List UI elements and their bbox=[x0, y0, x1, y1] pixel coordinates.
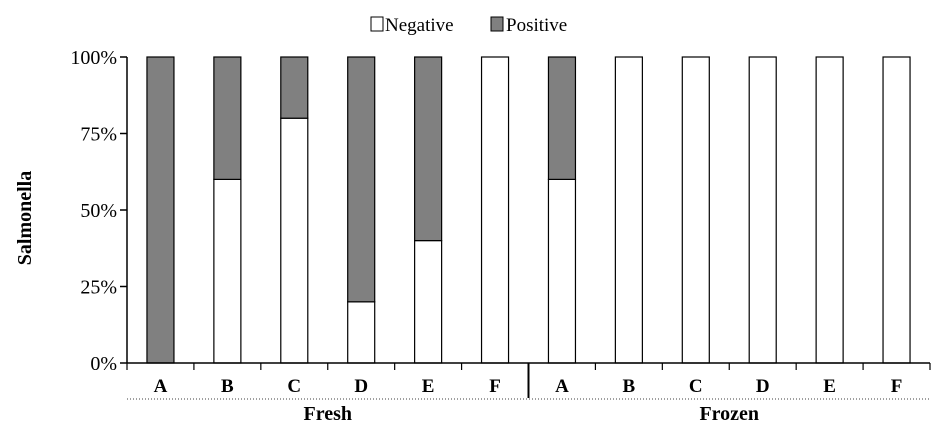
bar-segment-positive bbox=[146, 56, 175, 364]
axes bbox=[126, 57, 931, 400]
legend-swatch-positive bbox=[490, 16, 504, 32]
bar-segment-positive bbox=[280, 56, 309, 119]
bar-segment-positive bbox=[213, 56, 242, 181]
y-tick-label: 0% bbox=[90, 353, 117, 375]
bar-segment-negative bbox=[748, 56, 777, 364]
bar-segment-negative bbox=[614, 56, 643, 364]
x-category-label: E bbox=[823, 376, 836, 397]
y-axis-ticks: 0% 25% 50% 75% 100% bbox=[70, 47, 127, 375]
legend-swatch-negative bbox=[370, 16, 384, 32]
x-category-label: E bbox=[422, 376, 435, 397]
x-category-label: C bbox=[689, 376, 703, 397]
y-axis-title: Salmonella bbox=[14, 171, 36, 265]
y-tick-label: 75% bbox=[80, 124, 117, 146]
x-category-label: F bbox=[489, 376, 501, 397]
bar-segment-negative bbox=[347, 301, 376, 364]
bar-segment-positive bbox=[414, 56, 443, 242]
bar-segment-negative bbox=[547, 178, 577, 364]
x-category-label: B bbox=[221, 376, 234, 397]
y-tick-label: 100% bbox=[70, 47, 117, 69]
y-tick-label: 25% bbox=[80, 277, 117, 299]
bars bbox=[146, 56, 911, 364]
bar-segment-positive bbox=[547, 56, 577, 181]
bar-segment-negative bbox=[213, 178, 242, 364]
x-group-label: Fresh bbox=[303, 403, 352, 425]
bar-segment-negative bbox=[882, 56, 911, 364]
bar-segment-negative bbox=[414, 240, 443, 364]
x-group-label: Frozen bbox=[699, 403, 759, 425]
legend-label-negative: Negative bbox=[385, 15, 454, 36]
x-axis-labels: A B C D E F A B C D E F Fresh Frozen bbox=[154, 376, 903, 425]
x-category-label: A bbox=[555, 376, 569, 397]
x-category-label: F bbox=[891, 376, 903, 397]
bar-segment-negative bbox=[681, 56, 710, 364]
bar-segment-negative bbox=[480, 56, 510, 364]
bar-segment-negative bbox=[815, 56, 844, 364]
legend: Negative Positive bbox=[370, 15, 567, 36]
x-category-label: D bbox=[756, 376, 770, 397]
x-category-label: D bbox=[354, 376, 368, 397]
x-category-label: B bbox=[623, 376, 636, 397]
bar-segment-negative bbox=[280, 117, 309, 364]
y-tick-label: 50% bbox=[80, 200, 117, 222]
bar-segment-positive bbox=[347, 56, 376, 303]
legend-label-positive: Positive bbox=[506, 15, 567, 36]
x-category-label: A bbox=[154, 376, 168, 397]
x-category-label: C bbox=[287, 376, 301, 397]
